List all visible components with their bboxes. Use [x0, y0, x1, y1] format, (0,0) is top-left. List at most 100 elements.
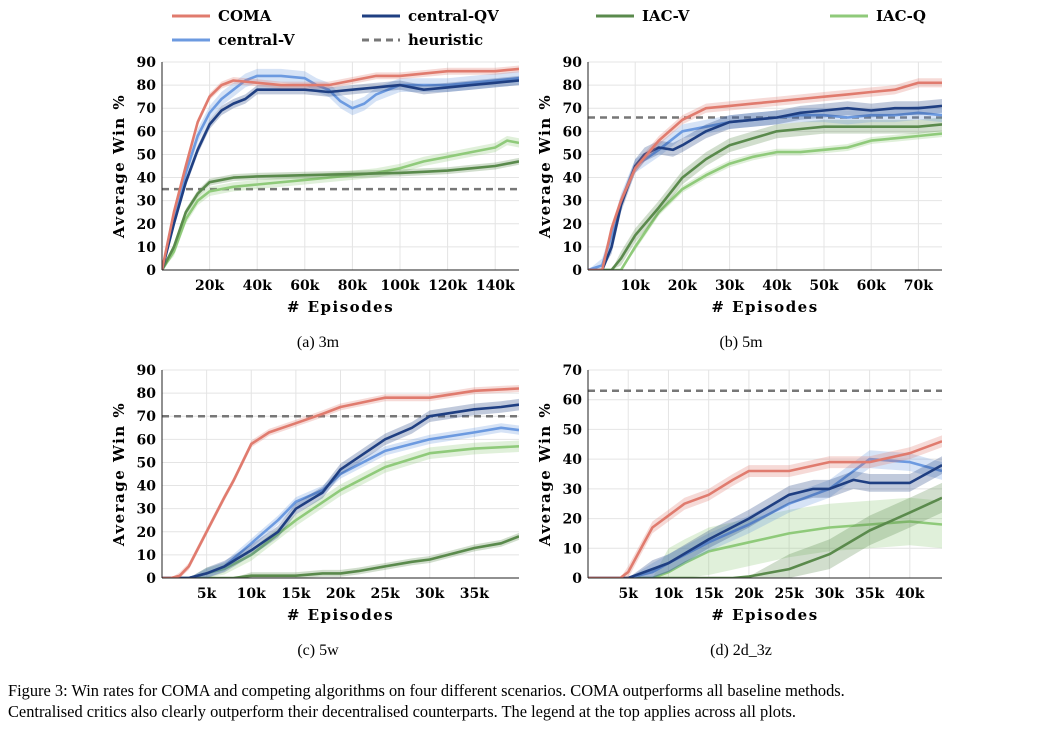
series-COMA — [588, 435, 942, 578]
x-tick-label: 10k — [654, 586, 683, 602]
y-tick-label: 90 — [137, 55, 157, 71]
plot-area — [588, 370, 942, 578]
legend-entry-central-QV: central-QV — [362, 7, 499, 25]
x-axis-label: # Episodes — [287, 298, 394, 316]
y-tick-label: 20 — [137, 525, 157, 541]
y-tick-label: 10 — [137, 548, 157, 564]
series-line — [588, 132, 942, 270]
legend-label: heuristic — [408, 31, 483, 49]
legend-entry-COMA: COMA — [172, 7, 272, 25]
series-line — [588, 440, 942, 578]
y-tick-label: 50 — [137, 455, 157, 471]
y-tick-label: 0 — [572, 263, 582, 279]
chart-panel-4: 0 10 20 30 40 50 60 70 5k 10k 15k 20k 25k 30k 35k 40k # … — [536, 363, 942, 659]
series-COMA — [162, 385, 519, 578]
y-tick-label: 30 — [563, 482, 583, 498]
legend: COMA central-V central-QV heuristic IAC-V IAC… — [172, 7, 926, 49]
series-central-QV — [162, 75, 519, 270]
y-tick-label: 80 — [563, 78, 583, 94]
legend-label: central-V — [218, 31, 295, 49]
series-line — [162, 79, 519, 270]
x-axis-label: # Episodes — [711, 606, 818, 624]
series-central-QV — [588, 456, 942, 578]
series-line — [588, 496, 942, 578]
y-tick-label: 20 — [563, 512, 583, 528]
x-tick-label: 35k — [855, 586, 884, 602]
x-tick-label: 30k — [715, 278, 744, 294]
series-line — [162, 387, 519, 578]
x-axis-label: # Episodes — [287, 606, 394, 624]
x-tick-label: 40k — [243, 278, 272, 294]
series-IAC-V — [588, 117, 942, 270]
series-line — [588, 123, 942, 270]
x-tick-label: 20k — [734, 586, 763, 602]
y-tick-label: 50 — [563, 422, 583, 438]
y-tick-label: 80 — [137, 78, 157, 94]
x-tick-label: 40k — [762, 278, 791, 294]
series-IAC-Q — [588, 130, 942, 270]
x-tick-label: 20k — [668, 278, 697, 294]
subplot-caption: (a) 3m — [297, 334, 340, 351]
x-tick-label: 140k — [476, 278, 515, 294]
confidence-band — [588, 482, 942, 578]
y-tick-label: 0 — [572, 571, 582, 587]
plot-area — [162, 62, 519, 270]
series-line — [588, 463, 942, 578]
y-tick-label: 20 — [563, 217, 583, 233]
chart-panel-1: 0 10 20 30 40 50 60 70 80 90 20k 40k 60k 80k 100k 120k 1… — [110, 55, 519, 351]
x-tick-label: 5k — [197, 586, 217, 602]
series-IAC-V — [588, 482, 942, 578]
series-line — [588, 104, 942, 270]
confidence-band — [588, 99, 942, 270]
y-tick-label: 70 — [563, 363, 583, 379]
y-axis-label: Average Win % — [536, 94, 554, 239]
legend-entry-central-V: central-V — [172, 31, 295, 49]
subplot-caption: (b) 5m — [719, 334, 763, 351]
y-tick-label: 70 — [137, 409, 157, 425]
y-axis-label: Average Win % — [110, 94, 128, 239]
caption-line-2: Centralised critics also clearly outperf… — [8, 702, 796, 721]
legend-entry-IAC-V: IAC-V — [596, 7, 690, 25]
y-tick-label: 30 — [137, 194, 157, 210]
y-tick-label: 10 — [563, 541, 583, 557]
series-central-QV — [162, 398, 519, 578]
y-tick-label: 60 — [563, 124, 583, 140]
series-line — [162, 67, 519, 270]
x-tick-label: 30k — [815, 586, 844, 602]
y-tick-label: 40 — [137, 479, 157, 495]
x-tick-label: 5k — [619, 586, 639, 602]
legend-label: IAC-Q — [876, 7, 926, 25]
confidence-band — [588, 435, 942, 578]
y-tick-label: 0 — [146, 263, 156, 279]
x-tick-label: 35k — [460, 586, 489, 602]
series-line — [162, 535, 519, 578]
y-tick-label: 10 — [563, 240, 583, 256]
y-tick-label: 60 — [137, 124, 157, 140]
series-IAC-V — [162, 157, 519, 270]
series-line — [588, 520, 942, 578]
x-tick-label: 60k — [857, 278, 886, 294]
y-tick-label: 60 — [137, 432, 157, 448]
confidence-band — [588, 456, 942, 578]
chart-panel-2: 0 10 20 30 40 50 60 70 80 90 10k 20k 30k 40k 50k 60k 70k… — [536, 55, 942, 351]
confidence-band — [162, 423, 519, 578]
x-tick-label: 50k — [809, 278, 838, 294]
caption-line-1: Figure 3: Win rates for COMA and competi… — [8, 681, 845, 700]
x-tick-label: 70k — [904, 278, 933, 294]
series-line — [162, 403, 519, 578]
subplot-caption: (d) 2d_3z — [710, 642, 772, 659]
x-tick-label: 10k — [237, 586, 266, 602]
y-tick-label: 30 — [137, 502, 157, 518]
legend-label: COMA — [218, 7, 272, 25]
series-COMA — [162, 65, 519, 270]
figure-caption: Figure 3: Win rates for COMA and competi… — [8, 680, 1052, 722]
y-tick-label: 50 — [563, 147, 583, 163]
legend-entry-IAC-Q: IAC-Q — [830, 7, 926, 25]
x-tick-label: 10k — [621, 278, 650, 294]
y-tick-label: 70 — [563, 101, 583, 117]
y-tick-label: 40 — [137, 171, 157, 187]
x-tick-label: 15k — [281, 586, 310, 602]
subplot-caption: (c) 5w — [297, 642, 339, 659]
x-tick-label: 20k — [195, 278, 224, 294]
